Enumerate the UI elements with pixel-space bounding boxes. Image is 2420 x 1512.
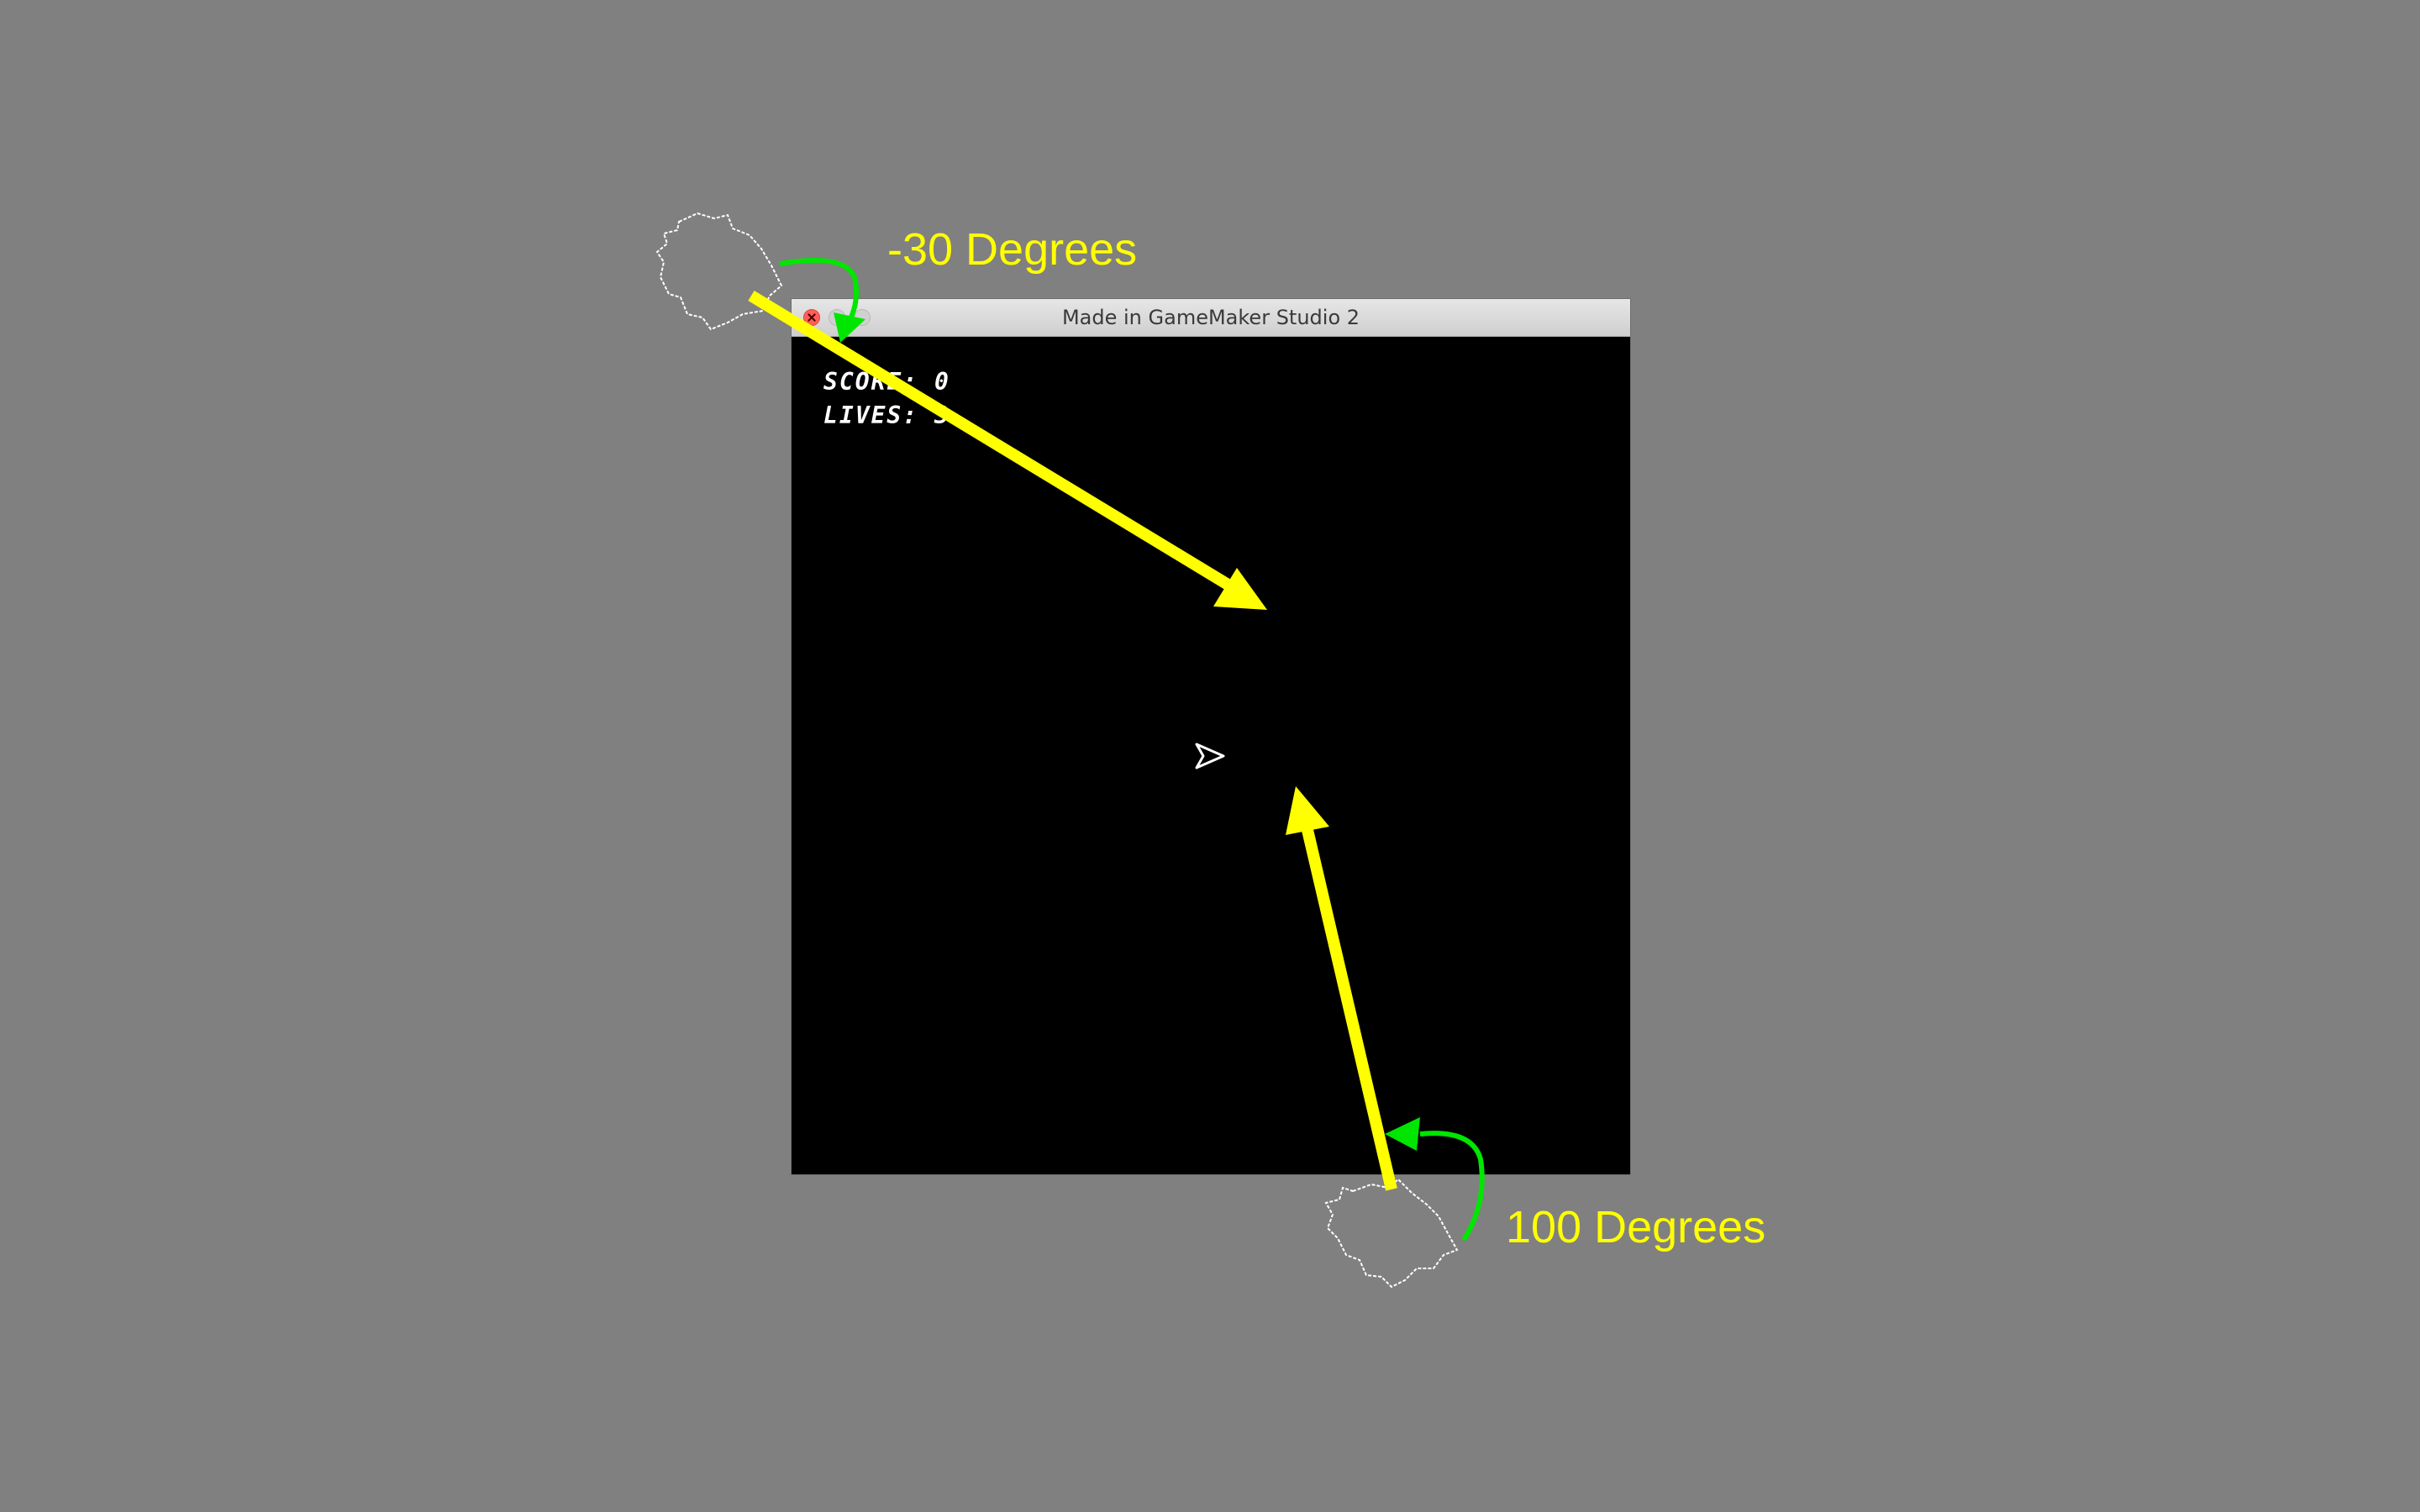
game-window[interactable]: Made in GameMaker Studio 2 SCORE: 0 LIVE…: [792, 299, 1630, 1174]
direction-arrow: [748, 291, 1267, 610]
rotation-arrow: [1385, 1117, 1485, 1242]
ship-icon: [1195, 743, 1225, 769]
window-title: Made in GameMaker Studio 2: [1061, 306, 1360, 329]
angle-label-top: -30 Degrees: [887, 224, 1138, 275]
rotation-arrow: [779, 257, 865, 343]
angle-label-bottom: 100 Degrees: [1506, 1202, 1766, 1252]
window-titlebar[interactable]: Made in GameMaker Studio 2: [792, 299, 1630, 337]
asteroid-icon: [1324, 1178, 1459, 1289]
score-value: 0: [934, 368, 950, 396]
asteroid-icon: [655, 212, 783, 331]
direction-arrow: [1286, 786, 1397, 1191]
lives-label: LIVES:: [823, 402, 919, 429]
